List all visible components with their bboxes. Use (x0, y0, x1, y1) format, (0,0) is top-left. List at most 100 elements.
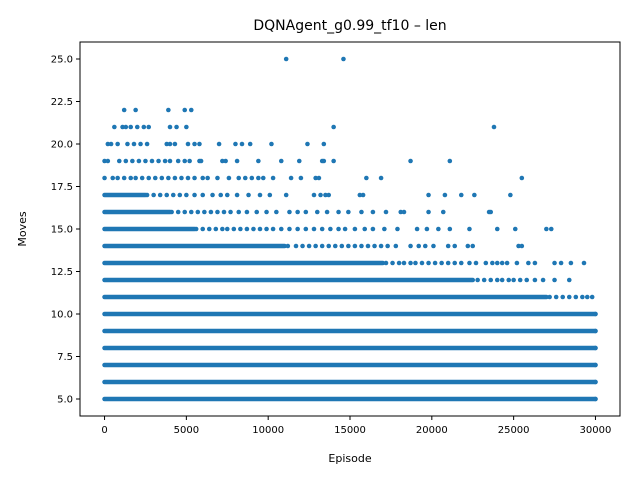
data-point (136, 158, 142, 164)
data-point (336, 209, 341, 215)
data-point (195, 209, 201, 215)
data-point (192, 192, 197, 198)
data-point (295, 226, 300, 232)
data-point (182, 107, 188, 113)
data-point (159, 175, 165, 181)
data-point (364, 175, 369, 181)
data-point (213, 226, 219, 232)
data-point (254, 209, 260, 215)
data-point (346, 209, 351, 215)
data-point (508, 192, 513, 198)
data-point (499, 260, 505, 266)
data-point (517, 277, 523, 283)
data-point (401, 209, 407, 215)
data-point (494, 260, 500, 266)
data-point (552, 260, 557, 266)
data-point (378, 175, 384, 181)
data-point (383, 209, 389, 215)
data-point (352, 243, 358, 249)
data-point (220, 158, 225, 164)
data-point (547, 294, 552, 300)
data-point (314, 209, 320, 215)
data-point (293, 243, 299, 249)
data-point (149, 158, 155, 164)
data-point (311, 226, 317, 232)
data-point (473, 260, 479, 266)
data-point (256, 175, 261, 181)
data-point (226, 175, 232, 181)
data-point (408, 158, 413, 164)
data-point (360, 192, 366, 198)
data-point (193, 226, 199, 232)
data-point (439, 260, 444, 266)
data-point (359, 243, 364, 249)
data-point (370, 209, 376, 215)
data-point (419, 260, 425, 266)
data-point (357, 192, 363, 198)
data-point (298, 175, 304, 181)
data-point (179, 175, 184, 181)
data-point (151, 192, 156, 198)
data-point (319, 226, 325, 232)
data-point (172, 175, 178, 181)
y-tick-label: 20.0 (51, 140, 73, 151)
data-point (218, 192, 224, 198)
data-point (593, 328, 598, 334)
data-point (494, 226, 500, 232)
data-point (382, 226, 387, 232)
data-point (238, 226, 243, 232)
data-point (185, 175, 191, 181)
data-point (532, 260, 538, 266)
data-point (558, 260, 564, 266)
data-point (566, 294, 572, 300)
data-point (323, 192, 328, 198)
y-tick-label: 5.0 (57, 395, 73, 406)
data-point (524, 277, 530, 283)
data-point (440, 209, 446, 215)
data-point (152, 175, 158, 181)
data-point (146, 124, 152, 130)
x-tick-label: 20000 (416, 425, 448, 436)
data-point (188, 209, 194, 215)
data-point (231, 226, 237, 232)
data-point (144, 192, 150, 198)
data-point (452, 260, 458, 266)
data-point (234, 158, 240, 164)
data-point (130, 158, 135, 164)
data-point (560, 294, 566, 300)
data-point (269, 141, 274, 147)
data-point (300, 243, 305, 249)
data-point (326, 243, 332, 249)
data-point (452, 243, 458, 249)
data-point (306, 243, 312, 249)
chart-title: DQNAgent_g0.99_tf10 – len (253, 18, 446, 34)
data-point (121, 107, 127, 113)
data-point (175, 209, 181, 215)
data-point (580, 294, 585, 300)
y-tick-label: 12.5 (51, 267, 73, 278)
data-point (257, 192, 263, 198)
y-axis-ticks: 5.0 7.5 10.0 12.5 15.0 17.5 20.0 22.5 25.0 (51, 55, 80, 406)
data-point (223, 158, 228, 164)
data-point (224, 226, 230, 232)
data-point (365, 243, 371, 249)
data-point (167, 158, 173, 164)
data-point (102, 158, 107, 164)
data-point (164, 141, 170, 147)
data-point (210, 192, 215, 198)
data-point (162, 158, 168, 164)
data-point (108, 141, 114, 147)
data-point (519, 243, 525, 249)
data-point (184, 192, 189, 198)
x-axis-label: Episode (328, 452, 371, 465)
data-point (220, 226, 225, 232)
data-points (102, 56, 598, 402)
data-point (182, 209, 188, 215)
data-point (123, 158, 129, 164)
data-point (467, 226, 472, 232)
data-point (224, 192, 230, 198)
data-point (342, 226, 348, 232)
data-point (390, 260, 395, 266)
data-point (548, 226, 554, 232)
data-point (164, 192, 170, 198)
